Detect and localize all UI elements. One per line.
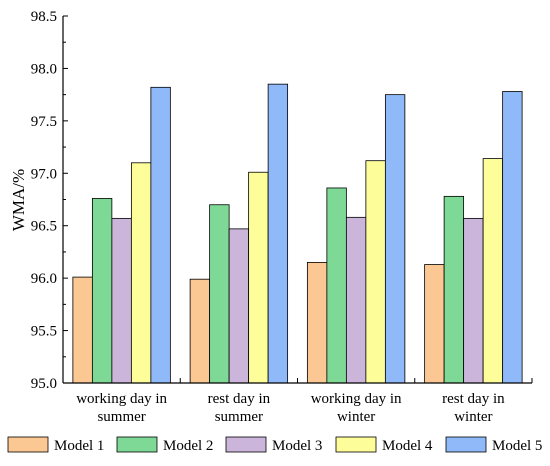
x-category-label: winter (337, 409, 375, 425)
legend-label-model-1: Model 1 (54, 438, 104, 454)
x-category-label: summer (215, 409, 263, 425)
bar-model-2-cat-3 (326, 187, 347, 384)
y-tick-label: 95.0 (31, 376, 57, 392)
bar-model-3-cat-2 (228, 228, 250, 384)
x-category-label: winter (454, 409, 492, 425)
legend-label-model-2: Model 2 (163, 438, 213, 454)
bar-model-3-cat-3 (345, 216, 367, 384)
x-category-label: rest day in (208, 391, 271, 407)
y-tick-label: 98.0 (31, 61, 57, 77)
x-category-label: summer (97, 409, 145, 425)
y-axis-title: WMA/% (9, 169, 28, 231)
bar-model-5-cat-1 (150, 86, 171, 384)
y-tick-label: 98.5 (31, 9, 57, 25)
legend: Model 1 Model 2 Model 3 Model 4 Model 5 (7, 436, 542, 454)
legend-label-model-3: Model 3 (272, 438, 322, 454)
bar-model-3-cat-4 (463, 217, 484, 384)
bar-model-4-cat-3 (365, 160, 386, 384)
bar-model-1-cat-1 (72, 276, 93, 384)
bar-model-4-cat-4 (482, 158, 504, 384)
legend-swatch-model-1 (7, 436, 49, 453)
bar-model-2-cat-2 (209, 204, 230, 384)
x-category-label: working day in (76, 391, 167, 407)
legend-swatch-model-2 (116, 436, 158, 453)
bar-model-2-cat-1 (91, 198, 113, 384)
y-tick-label: 97.0 (31, 166, 57, 182)
x-category-label: working day in (311, 391, 402, 407)
y-tick-label: 96.5 (31, 219, 57, 235)
x-category-label: rest day in (442, 391, 505, 407)
bar-model-5-cat-2 (267, 83, 289, 384)
bar-model-2-cat-4 (443, 195, 465, 384)
y-tick-label: 97.5 (31, 114, 57, 130)
legend-swatch-model-3 (225, 436, 267, 453)
bars-layer (72, 83, 523, 384)
y-tick-label: 95.5 (31, 324, 57, 340)
legend-swatch-model-5 (445, 436, 487, 453)
bar-model-5-cat-4 (502, 91, 523, 384)
y-tick-label: 96.0 (31, 271, 57, 287)
bar-model-1-cat-3 (306, 262, 328, 384)
bar-model-1-cat-4 (424, 264, 445, 384)
axes-layer: 95.0 95.5 96.0 96.5 97.0 97.5 98.0 98.5 working … (31, 9, 533, 425)
legend-swatch-model-4 (335, 436, 377, 453)
bar-model-1-cat-2 (189, 278, 211, 384)
bar-model-5-cat-3 (384, 94, 406, 384)
bar-model-4-cat-1 (130, 162, 152, 384)
bar-model-4-cat-2 (248, 171, 269, 384)
bar-model-3-cat-1 (111, 217, 132, 384)
legend-label-model-5: Model 5 (492, 438, 542, 454)
legend-label-model-4: Model 4 (382, 438, 433, 454)
